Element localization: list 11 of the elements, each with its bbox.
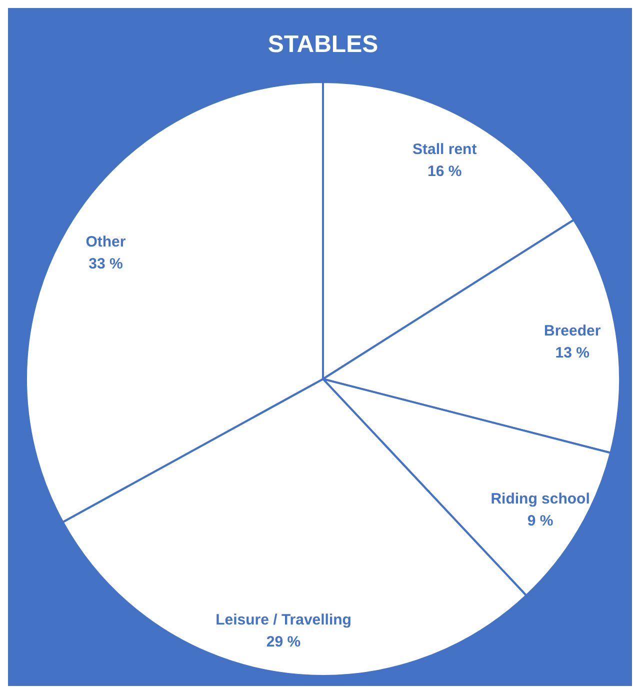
data-label: 33 % — [88, 255, 123, 272]
slice-label: Leisure / Travelling — [216, 611, 352, 628]
slice-label: Riding school — [490, 490, 590, 508]
slice-label: Other — [86, 233, 126, 250]
data-label: 29 % — [266, 633, 301, 650]
slice-label: Stall rent — [412, 140, 477, 158]
slice-label: Breeder — [544, 322, 601, 340]
chart-title: STABLES — [268, 31, 378, 58]
data-label: 16 % — [428, 162, 462, 180]
data-label: 9 % — [527, 512, 554, 530]
data-label: 13 % — [555, 344, 590, 362]
